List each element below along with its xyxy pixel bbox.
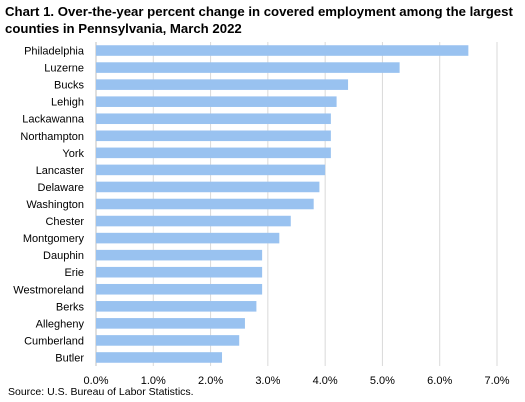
category-label: Washington bbox=[26, 199, 84, 211]
x-tick-label: 3.0% bbox=[255, 375, 280, 387]
bar-york bbox=[96, 147, 331, 159]
bar-lackawanna bbox=[96, 113, 331, 125]
chart-title: Chart 1. Over-the-year percent change in… bbox=[5, 4, 513, 36]
bar-berks bbox=[96, 301, 257, 312]
x-axis-ticks: 0.0% 1.0% 2.0% 3.0% 4.0% 5.0% 6.0% 7.0% bbox=[83, 375, 509, 387]
source-note: Source: U.S. Bureau of Labor Statistics. bbox=[8, 386, 194, 398]
bar-lehigh bbox=[96, 96, 337, 107]
category-label: Berks bbox=[56, 301, 85, 313]
bar-westmoreland bbox=[96, 283, 263, 295]
bar-delaware bbox=[96, 181, 320, 193]
bar-dauphin bbox=[96, 249, 263, 261]
category-labels: Philadelphia Luzerne Bucks Lehigh Lackawanna… bbox=[13, 46, 85, 365]
category-label: Northampton bbox=[20, 131, 84, 143]
x-tick-label: 2.0% bbox=[198, 375, 223, 387]
bar-montgomery bbox=[96, 232, 280, 244]
category-label: Montgomery bbox=[23, 233, 85, 245]
x-tick-label: 6.0% bbox=[427, 375, 452, 387]
bar-lancaster bbox=[96, 164, 326, 176]
bar-bucks bbox=[96, 79, 349, 90]
category-label: Delaware bbox=[38, 182, 84, 194]
category-label: Chester bbox=[45, 216, 84, 228]
category-label: Lehigh bbox=[51, 97, 84, 109]
bars bbox=[96, 45, 469, 363]
category-label: Allegheny bbox=[36, 318, 85, 330]
category-label: Philadelphia bbox=[24, 46, 85, 58]
category-label: Butler bbox=[55, 352, 84, 364]
category-label: Cumberland bbox=[24, 335, 84, 347]
category-label: Luzerne bbox=[44, 63, 84, 75]
bar-cumberland bbox=[96, 335, 240, 346]
category-label: Westmoreland bbox=[13, 284, 84, 296]
bar-erie bbox=[96, 266, 263, 278]
bar-allegheny bbox=[96, 318, 245, 329]
x-tick-label: 0.0% bbox=[83, 375, 108, 387]
bar-washington bbox=[96, 198, 314, 210]
category-label: York bbox=[62, 148, 84, 160]
bar-northampton bbox=[96, 130, 331, 142]
bar-chester bbox=[96, 215, 291, 227]
category-label: Dauphin bbox=[43, 250, 84, 262]
x-tick-label: 5.0% bbox=[370, 375, 395, 387]
x-tick-label: 4.0% bbox=[313, 375, 338, 387]
bar-butler bbox=[96, 352, 223, 363]
category-label: Lackawanna bbox=[22, 114, 85, 126]
gridlines bbox=[95, 42, 498, 366]
bar-luzerne bbox=[96, 62, 400, 73]
category-label: Lancaster bbox=[36, 165, 85, 177]
x-tick-label: 7.0% bbox=[484, 375, 509, 387]
category-label: Bucks bbox=[54, 80, 84, 92]
category-label: Erie bbox=[64, 267, 84, 279]
x-tick-label: 1.0% bbox=[141, 375, 166, 387]
bar-philadelphia bbox=[96, 45, 469, 56]
